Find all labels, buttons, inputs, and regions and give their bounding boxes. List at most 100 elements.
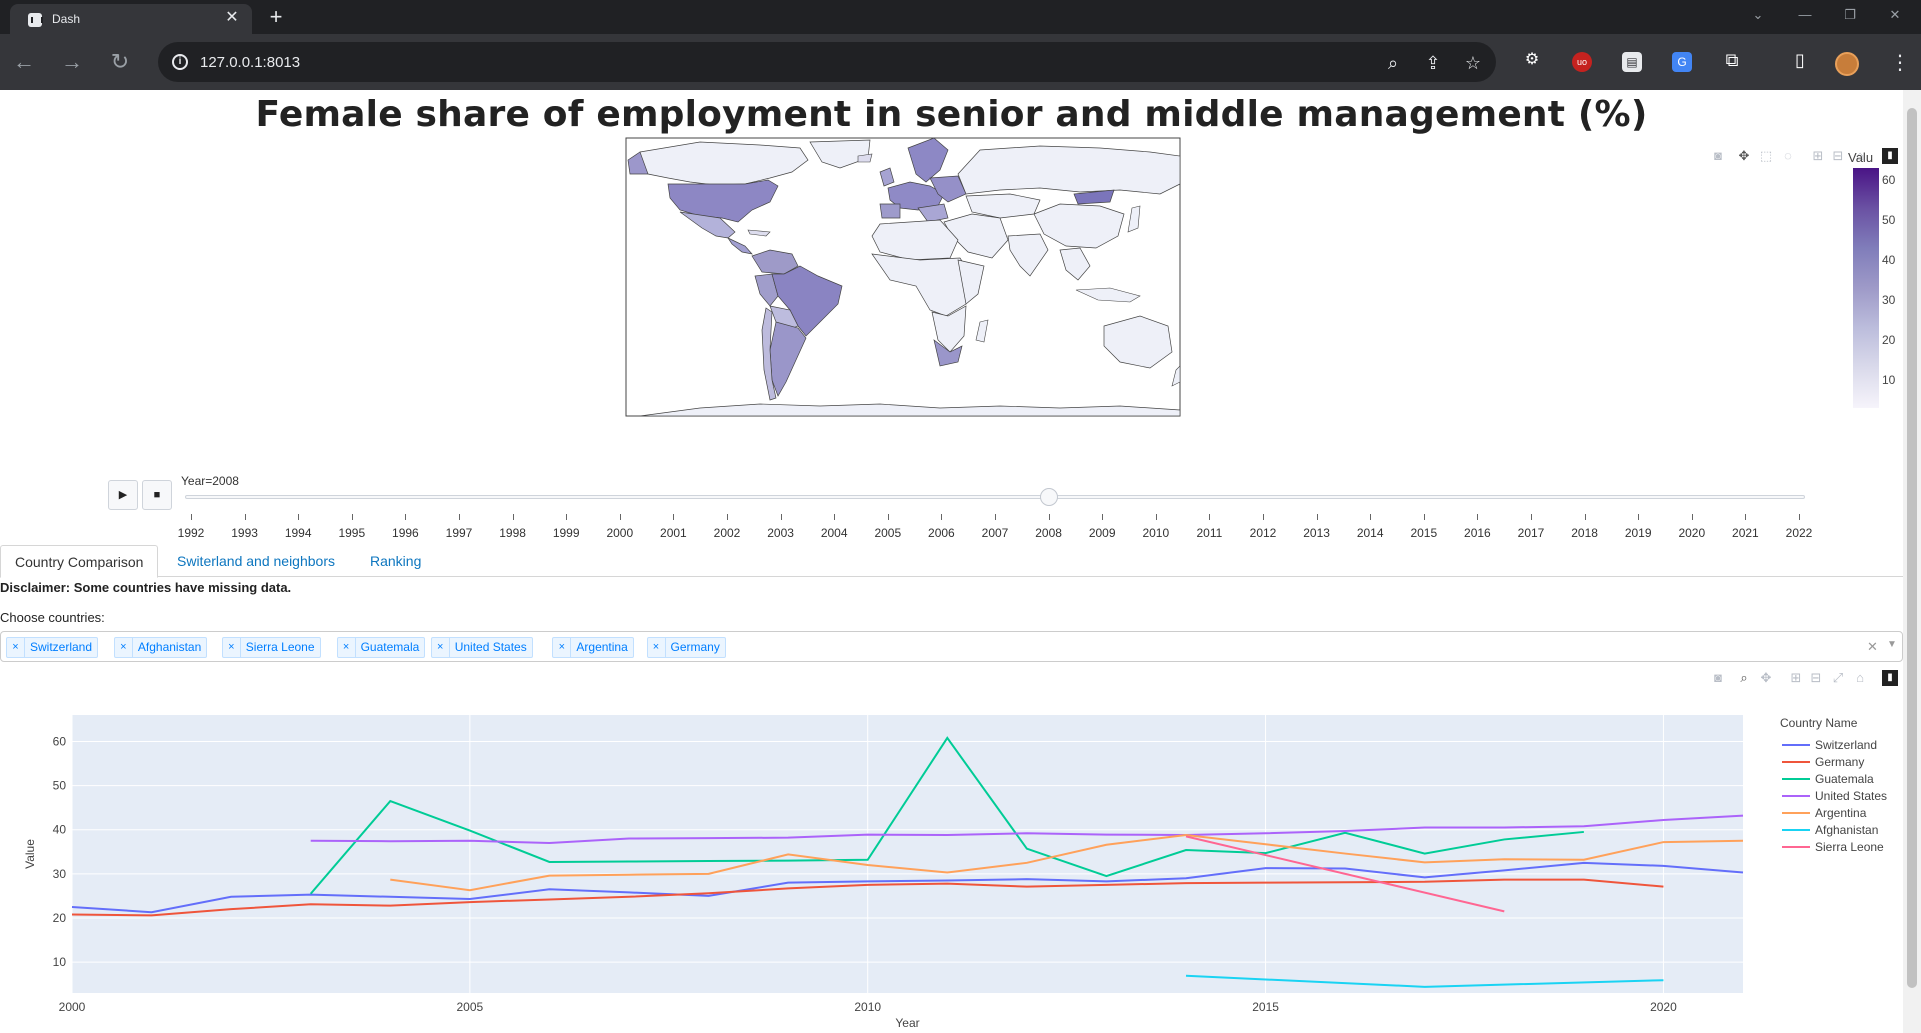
year-tick-label[interactable]: 1993 bbox=[231, 526, 258, 540]
remove-chip-icon[interactable]: × bbox=[115, 638, 133, 657]
year-tick-label[interactable]: 1999 bbox=[552, 526, 580, 540]
country-chip[interactable]: × Afghanistan bbox=[113, 637, 208, 658]
camera-icon[interactable]: ◙ bbox=[1714, 670, 1722, 685]
remove-chip-icon[interactable]: × bbox=[432, 638, 450, 657]
tab-country-comparison[interactable]: Country Comparison bbox=[0, 545, 159, 578]
year-tick-label[interactable]: 2013 bbox=[1303, 526, 1330, 540]
year-tick-label[interactable]: 2017 bbox=[1517, 526, 1545, 540]
year-tick-label[interactable]: 2022 bbox=[1785, 526, 1813, 540]
extensions-puzzle-icon[interactable]: ⧉ bbox=[1725, 50, 1739, 70]
remove-chip-icon[interactable]: × bbox=[223, 638, 241, 657]
year-tick-label[interactable]: 2016 bbox=[1464, 526, 1491, 540]
menu-icon[interactable]: ⋮ bbox=[1890, 52, 1910, 74]
new-tab-icon[interactable]: + bbox=[269, 4, 283, 29]
reset-view-icon[interactable]: ⌂ bbox=[1856, 148, 1864, 163]
remove-chip-icon[interactable]: × bbox=[7, 638, 25, 657]
year-tick-label[interactable]: 2011 bbox=[1196, 526, 1223, 540]
year-tick-label[interactable]: 1994 bbox=[284, 526, 312, 540]
year-slider-handle[interactable] bbox=[1039, 488, 1058, 506]
bookmark-star-icon[interactable]: ☆ bbox=[1464, 53, 1482, 73]
share-icon[interactable]: ⇪ bbox=[1425, 53, 1441, 73]
browser-tab[interactable]: Dash ✕ bbox=[10, 4, 252, 34]
year-tick-label[interactable]: 2010 bbox=[1142, 526, 1170, 540]
country-multiselect[interactable]: ✕ ▼ × Switzerland × Afghanistan × Sierra Leon… bbox=[0, 631, 1903, 662]
country-chip[interactable]: × Argentina bbox=[552, 637, 634, 658]
ublock-icon[interactable]: uo bbox=[1572, 52, 1592, 72]
zoom-in-icon[interactable]: ⊞ bbox=[1790, 670, 1802, 685]
line-chart[interactable]: 2000 2005 2010 2015 2020 10 20 30 40 50 60 Year V… bbox=[23, 715, 1887, 1030]
forward-icon[interactable]: → bbox=[61, 49, 83, 74]
dropdown-arrow-icon[interactable]: ▼ bbox=[1887, 639, 1897, 650]
year-tick-label[interactable]: 2015 bbox=[1410, 526, 1438, 540]
tab-switzerland-neighbors[interactable]: Switerland and neighbors bbox=[177, 553, 335, 569]
year-tick-label[interactable]: 2021 bbox=[1732, 526, 1759, 540]
country-chip[interactable]: × Sierra Leone bbox=[221, 637, 321, 658]
remove-chip-icon[interactable]: × bbox=[553, 638, 572, 657]
document-extension-icon[interactable]: ▤ bbox=[1622, 52, 1642, 72]
page-scrollbar[interactable] bbox=[1903, 90, 1921, 1033]
zoom-icon[interactable]: ⌕ bbox=[1387, 53, 1399, 73]
year-tick-label[interactable]: 2003 bbox=[767, 526, 794, 540]
zoom-in-icon[interactable]: ⊞ bbox=[1812, 148, 1824, 163]
year-tick-label[interactable]: 1997 bbox=[445, 526, 473, 540]
year-tick-label[interactable]: 2006 bbox=[928, 526, 955, 540]
back-icon[interactable]: ← bbox=[13, 49, 35, 74]
stop-button[interactable]: ■ bbox=[142, 480, 172, 510]
year-tick-label[interactable]: 2001 bbox=[660, 526, 687, 540]
tab-search-icon[interactable]: ⌄ bbox=[1752, 7, 1764, 22]
country-chip[interactable]: × Germany bbox=[646, 637, 726, 658]
browser-toolbar: ← → ↻ i 127.0.0.1:8013 ⌕ ⇪ ☆ ⚙ uo ▤ G ⧉ … bbox=[0, 34, 1921, 90]
autoscale-icon[interactable]: ⤢ bbox=[1832, 670, 1844, 685]
remove-chip-icon[interactable]: × bbox=[338, 638, 356, 657]
year-tick-label[interactable]: 2020 bbox=[1678, 526, 1706, 540]
year-slider-rail[interactable] bbox=[185, 495, 1805, 499]
reset-axes-icon[interactable]: ⌂ bbox=[1856, 670, 1864, 685]
chart-legend[interactable]: Country Name Switzerland Germany Guatemala… bbox=[1780, 716, 1887, 854]
close-tab-icon[interactable]: ✕ bbox=[225, 9, 239, 26]
year-tick-label[interactable]: 2014 bbox=[1356, 526, 1384, 540]
plotly-logo-icon[interactable]: ▮ bbox=[1882, 670, 1898, 686]
side-panel-icon[interactable]: ▯ bbox=[1795, 50, 1805, 70]
restore-icon[interactable]: ❐ bbox=[1844, 7, 1856, 22]
reload-icon[interactable]: ↻ bbox=[110, 49, 130, 74]
profile-avatar[interactable] bbox=[1835, 52, 1859, 76]
year-tick-label[interactable]: 2002 bbox=[713, 526, 741, 540]
year-tick-label[interactable]: 2019 bbox=[1624, 526, 1652, 540]
close-window-icon[interactable]: ✕ bbox=[1889, 7, 1901, 22]
year-tick-label[interactable]: 2018 bbox=[1571, 526, 1598, 540]
plotly-logo-icon[interactable]: ▮ bbox=[1882, 148, 1898, 164]
world-map[interactable] bbox=[625, 137, 1181, 417]
remove-chip-icon[interactable]: × bbox=[648, 638, 666, 657]
box-select-icon[interactable]: ⬚ bbox=[1759, 148, 1773, 163]
year-tick-label[interactable]: 1992 bbox=[177, 526, 205, 540]
extension-gear-icon[interactable]: ⚙ bbox=[1524, 51, 1540, 68]
camera-icon[interactable]: ◙ bbox=[1714, 148, 1722, 163]
scrollbar-thumb[interactable] bbox=[1907, 108, 1917, 988]
year-tick-label[interactable]: 2004 bbox=[820, 526, 848, 540]
minimize-icon[interactable]: — bbox=[1798, 7, 1812, 22]
play-button[interactable]: ▶ bbox=[108, 480, 138, 510]
year-tick-label[interactable]: 1996 bbox=[392, 526, 419, 540]
zoom-icon[interactable]: ⌕ bbox=[1740, 670, 1748, 685]
year-tick-label[interactable]: 2009 bbox=[1088, 526, 1116, 540]
zoom-out-icon[interactable]: ⊟ bbox=[1810, 670, 1822, 685]
lasso-select-icon[interactable]: ◌ bbox=[1784, 148, 1792, 163]
year-tick-label[interactable]: 2005 bbox=[874, 526, 902, 540]
country-chip[interactable]: × Switzerland bbox=[6, 637, 99, 658]
address-bar[interactable]: i 127.0.0.1:8013 ⌕ ⇪ ☆ bbox=[158, 42, 1496, 82]
site-info-icon[interactable]: i bbox=[172, 54, 188, 70]
year-tick-label[interactable]: 1998 bbox=[499, 526, 526, 540]
year-tick-label[interactable]: 1995 bbox=[338, 526, 366, 540]
year-tick-label[interactable]: 2008 bbox=[1035, 526, 1062, 540]
pan-icon[interactable]: ✥ bbox=[1738, 148, 1750, 163]
pan-icon[interactable]: ✥ bbox=[1760, 670, 1772, 685]
tab-ranking[interactable]: Ranking bbox=[370, 553, 422, 569]
year-tick-label[interactable]: 2000 bbox=[606, 526, 634, 540]
translate-icon[interactable]: G bbox=[1672, 52, 1692, 72]
zoom-out-icon[interactable]: ⊟ bbox=[1832, 148, 1844, 163]
country-chip[interactable]: × United States bbox=[430, 637, 533, 658]
clear-selection-icon[interactable]: ✕ bbox=[1867, 639, 1878, 654]
year-tick-label[interactable]: 2012 bbox=[1249, 526, 1277, 540]
country-chip[interactable]: × Guatemala bbox=[336, 637, 426, 658]
year-tick-label[interactable]: 2007 bbox=[981, 526, 1009, 540]
